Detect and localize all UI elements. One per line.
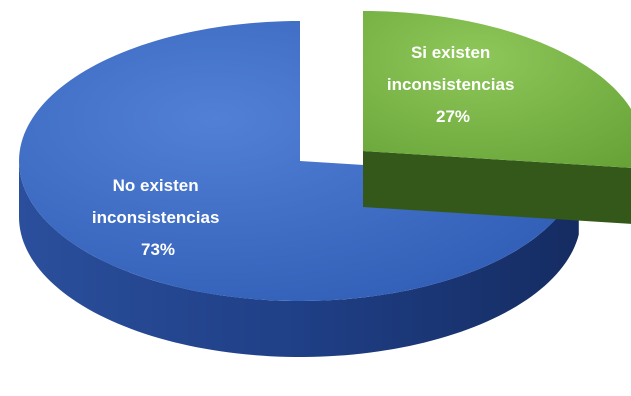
- slice-cut-si-existen: [363, 11, 631, 224]
- slice-label-no-existen-line1: No existen: [113, 176, 199, 195]
- slice-si-existen: [363, 11, 631, 168]
- slice-label-no-existen-line2: inconsistencias: [92, 208, 220, 227]
- slice-percent-si-existen: 27%: [436, 107, 470, 126]
- slice-percent-no-existen: 73%: [141, 240, 175, 259]
- slice-no-existen: [19, 21, 579, 301]
- slice-label-si-existen: Si existen inconsistencias 27%: [387, 43, 519, 126]
- slice-label-si-existen-line2: inconsistencias: [387, 75, 515, 94]
- slice-label-si-existen-line1: Si existen: [411, 43, 490, 62]
- slice-side-no-existen: [19, 161, 579, 357]
- slice-label-no-existen: No existen inconsistencias 73%: [92, 176, 224, 259]
